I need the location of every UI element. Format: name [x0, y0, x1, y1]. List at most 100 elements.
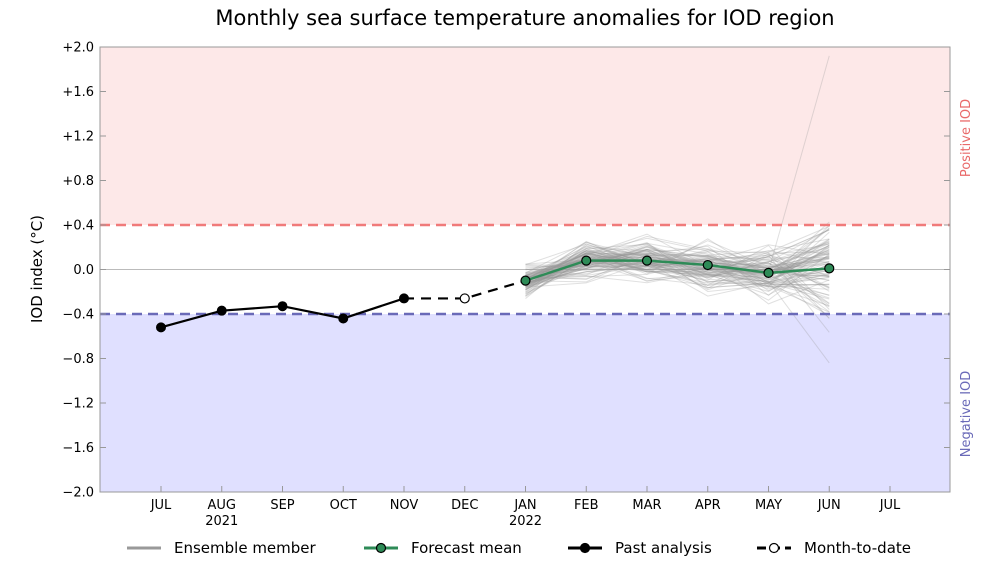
x-tick-label: AUG [208, 498, 236, 513]
forecast-mean-line [525, 259, 830, 282]
ensemble-member-line [525, 242, 830, 293]
ensemble-member-line [525, 55, 830, 280]
y-tick-label: −1.6 [62, 441, 94, 456]
ensemble-member-line [525, 225, 830, 287]
ensemble-member-line [525, 262, 830, 273]
y-tick-label: 0.0 [73, 263, 94, 278]
ensemble-member-line [525, 241, 830, 283]
ensemble-member-line [525, 253, 830, 281]
y-tick-label: +0.4 [62, 219, 94, 234]
positive-iod-band [100, 47, 950, 225]
legend-marker-past-analysis [579, 542, 591, 554]
x-tick-label: SEP [270, 498, 294, 513]
x-tick-year-label: 2022 [509, 514, 542, 529]
ensemble-member-line [525, 249, 830, 290]
y-tick-label: +1.6 [62, 85, 94, 100]
ensemble-member-line [525, 251, 830, 292]
legend: Ensemble member Forecast mean Past analysi… [127, 539, 911, 557]
ensemble-member-line [525, 248, 830, 316]
ensemble-member-line [525, 252, 830, 306]
y-tick-label: +2.0 [62, 41, 94, 56]
month-to-date-point [459, 293, 470, 304]
y-tick-label: −2.0 [62, 486, 94, 501]
ensemble-member-line [525, 246, 830, 284]
ensemble-member-line [525, 249, 830, 286]
x-tick-label: NOV [390, 498, 419, 513]
ensemble-member-line [525, 221, 830, 287]
ensemble-member-line [525, 252, 830, 288]
legend-marker-forecast-mean [375, 542, 387, 554]
ensemble-member-line [525, 238, 830, 297]
plot-area: +2.0 +1.6 +1.2 +0.8 +0.4 0.0 −0.4 −0.8 −1.2 −1.6 −… [62, 41, 951, 529]
ensemble-member-line [525, 249, 830, 279]
ensemble-member-line [525, 241, 830, 300]
forecast-mean-point [641, 255, 653, 266]
ensemble-member-line [525, 227, 830, 283]
ensemble-member-line [525, 253, 830, 291]
ensemble-member-line [525, 258, 830, 296]
x-tick-label: FEB [574, 498, 599, 513]
ensemble-member-line [525, 259, 830, 278]
ensemble-member-line [525, 233, 830, 288]
ensemble-member-line [525, 237, 830, 319]
y-tick-label: +0.8 [62, 174, 94, 189]
legend-marker-month-to-date [768, 542, 780, 554]
ensemble-member-line [525, 247, 830, 307]
y-tick-label: −1.2 [62, 397, 94, 412]
forecast-mean-point [520, 275, 531, 286]
past-analysis-point [399, 293, 409, 304]
ensemble-member-line [525, 229, 830, 271]
past-analysis-point [156, 322, 166, 333]
x-tick-label: JUN [817, 498, 841, 513]
ensemble-member-line [525, 225, 830, 280]
forecast-mean-point [702, 259, 713, 271]
x-tick-year-label: 2021 [205, 514, 238, 529]
positive-iod-label: Positive IOD [959, 99, 974, 177]
ensemble-member-line [525, 240, 830, 282]
forecast-mean-point [824, 263, 835, 274]
ensemble-member-line [525, 250, 830, 286]
ensemble-member-line [525, 241, 830, 278]
ensemble-member-line [525, 227, 830, 284]
x-tick-label: MAY [755, 498, 782, 513]
ensemble-member-line [525, 258, 830, 295]
x-tick-label: DEC [451, 498, 478, 513]
x-tick-label: OCT [330, 498, 357, 513]
x-tick-label: APR [695, 498, 721, 513]
ensemble-member-line [525, 253, 830, 292]
past-analysis-point [216, 305, 227, 316]
ensemble-member-line [525, 257, 830, 284]
past-analysis-point [277, 301, 288, 312]
ensemble-member-line [525, 231, 830, 288]
legend-label-ensemble-member: Ensemble member [174, 539, 317, 557]
chart-title: Monthly sea surface temperature anomalie… [215, 6, 834, 30]
x-tick-label: MAR [632, 498, 661, 513]
ensemble-member-line [525, 253, 830, 313]
negative-iod-label: Negative IOD [959, 371, 974, 458]
ensemble-member-line [525, 248, 830, 305]
ensemble-member-line [525, 241, 830, 282]
ensemble-member-line [525, 249, 830, 276]
x-tick-label: JAN [513, 498, 536, 513]
legend-label-past-analysis: Past analysis [615, 539, 712, 557]
legend-label-month-to-date: Month-to-date [804, 539, 911, 557]
ensemble-member-line [525, 261, 830, 308]
y-tick-label: +1.2 [62, 130, 94, 145]
ensemble-member-line [525, 229, 830, 288]
ensemble-member-line [525, 258, 830, 364]
negative-iod-band [100, 314, 950, 492]
ensemble-member-line [525, 253, 830, 291]
ensemble-member-line [525, 249, 830, 292]
x-tick-label: JUL [879, 498, 901, 513]
ensemble-member-line [525, 247, 830, 277]
y-tick-label: −0.4 [62, 308, 94, 323]
ensemble-member-line [525, 256, 830, 277]
forecast-mean-point [581, 255, 592, 266]
ensemble-member-line [525, 254, 830, 291]
y-tick-label: −0.8 [62, 352, 94, 367]
ensemble-member-line [525, 253, 830, 284]
ensemble-member-line [525, 253, 830, 284]
x-tick-label: JUL [150, 498, 172, 513]
